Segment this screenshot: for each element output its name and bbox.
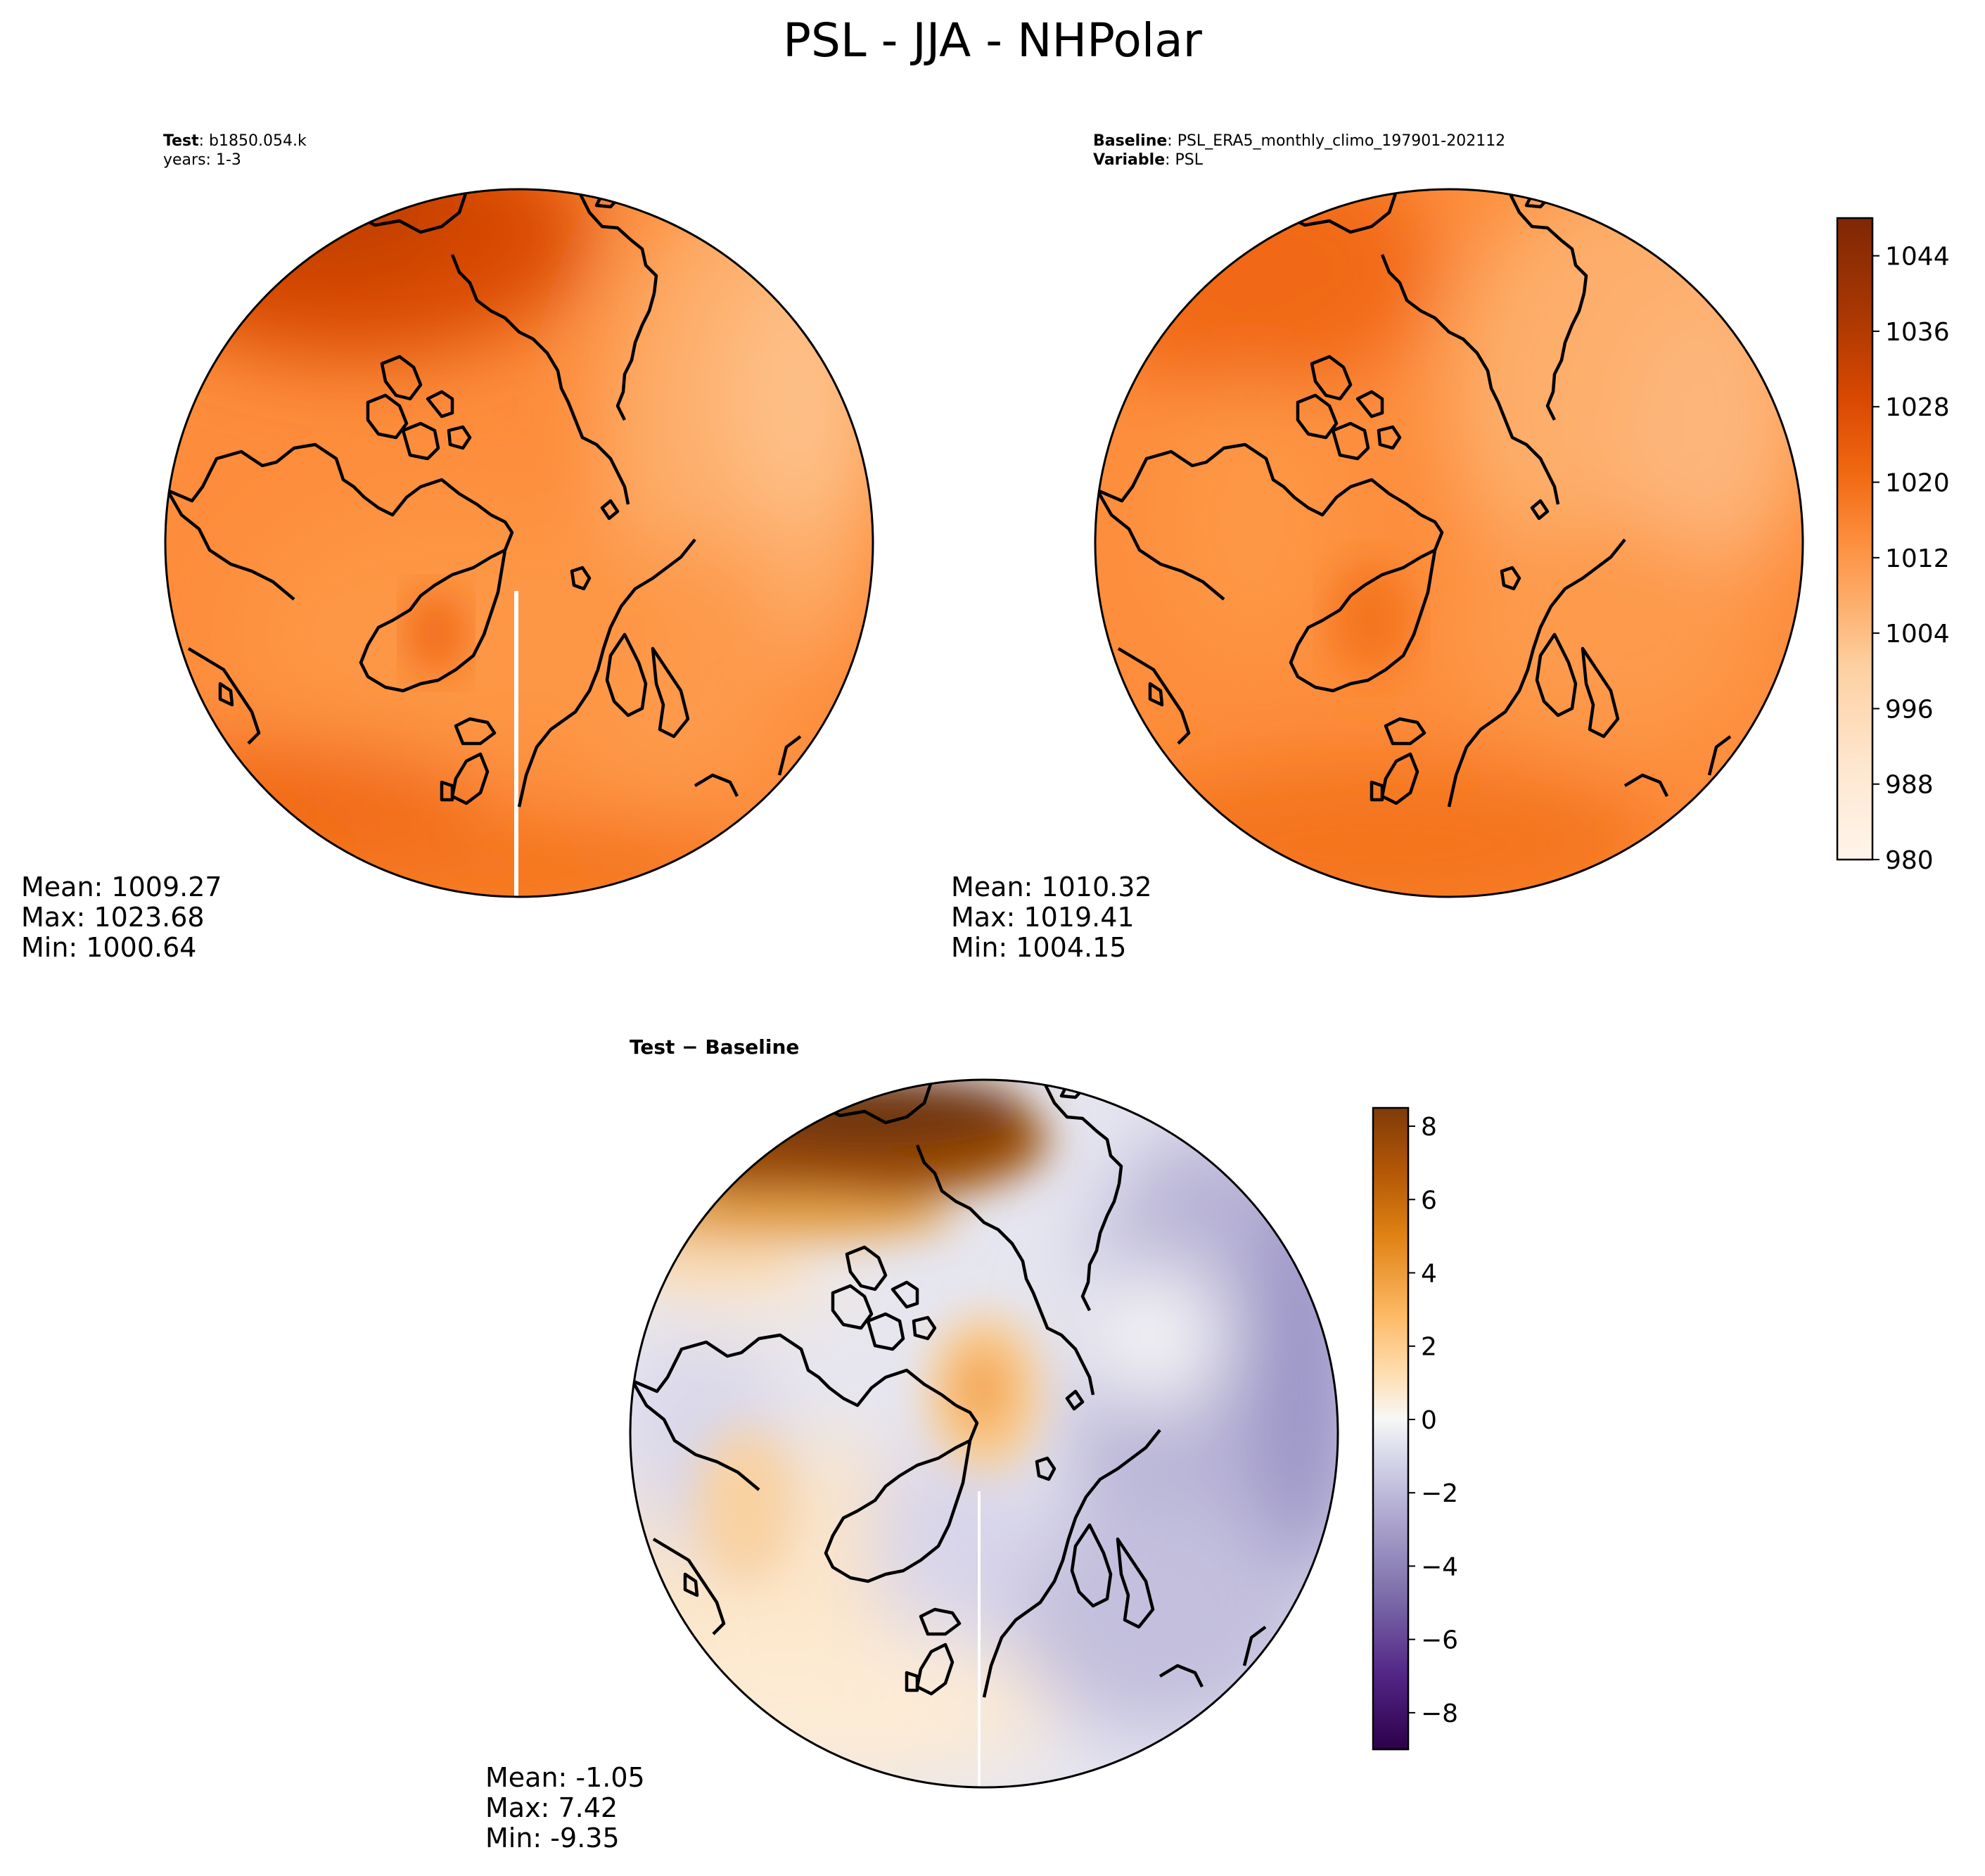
diff-min-stat: Min: -9.35: [485, 1823, 620, 1853]
figure-title: PSL - JJA - NHPolar: [783, 13, 1203, 68]
baseline-map-border: [1094, 188, 1804, 898]
diff-colorbar-tick-label: 0: [1421, 1406, 1437, 1435]
baseline-header-text: : PSL_ERA5_monthly_climo_197901-202112: [1167, 132, 1505, 150]
test-panel-subheader: years: 1-3: [163, 151, 241, 169]
psl-colorbar-fill: [1837, 218, 1872, 860]
psl-colorbar-tick-label: 1020: [1885, 469, 1950, 498]
diff-map-border: [629, 1078, 1339, 1789]
psl-colorbar-tick-label: 1044: [1885, 243, 1950, 272]
psl-colorbar-tick-label: 1028: [1885, 393, 1950, 422]
baseline-header-bold: Baseline: [1093, 132, 1167, 150]
diff-panel-header: Test − Baseline: [630, 1035, 799, 1059]
baseline-max-stat: Max: 1019.41: [951, 902, 1135, 933]
psl-colorbar-ticks: 1044 1036 1028 1020 1012 1004 996 988 980: [1872, 243, 1950, 875]
baseline-min-stat: Min: 1004.15: [951, 932, 1126, 963]
diff-colorbar: 8 6 4 2 0 −2 −4 −6 −8: [1372, 1106, 1458, 1751]
test-max-stat: Max: 1023.68: [21, 902, 205, 933]
psl-colorbar: 1044 1036 1028 1020 1012 1004 996 988 980: [1836, 217, 1950, 875]
diff-colorbar-fill: [1373, 1108, 1408, 1749]
test-map-border: [164, 188, 874, 898]
diff-max-stat: Max: 7.42: [485, 1792, 618, 1823]
baseline-subheader-bold: Variable: [1093, 151, 1165, 169]
test-min-stat: Min: 1000.64: [21, 932, 196, 963]
diff-colorbar-tick-label: −6: [1421, 1626, 1458, 1655]
baseline-mean-stat: Mean: 1010.32: [951, 872, 1152, 902]
diff-colorbar-tick-label: 8: [1421, 1113, 1437, 1142]
diff-colorbar-tick-label: 6: [1421, 1186, 1437, 1215]
psl-colorbar-tick-label: 1012: [1885, 544, 1950, 573]
psl-colorbar-tick-label: 980: [1885, 846, 1934, 875]
test-panel: Test: b1850.054.k years: 1-3 Mean: 1009.: [21, 132, 874, 963]
baseline-panel-header: Baseline: PSL_ERA5_monthly_climo_197901-…: [1093, 132, 1505, 150]
test-mean-stat: Mean: 1009.27: [21, 872, 222, 902]
test-map: [165, 189, 873, 897]
diff-colorbar-ticks: 8 6 4 2 0 −2 −4 −6 −8: [1408, 1113, 1458, 1728]
test-header-text: : b1850.054.k: [199, 132, 307, 150]
baseline-subheader-text: : PSL: [1165, 151, 1204, 169]
baseline-map: [1095, 189, 1803, 897]
psl-colorbar-tick-label: 1004: [1885, 620, 1950, 649]
diff-mean-stat: Mean: -1.05: [485, 1762, 645, 1793]
diff-colorbar-tick-label: −8: [1421, 1699, 1458, 1728]
diff-colorbar-tick-label: 2: [1421, 1333, 1437, 1362]
baseline-panel: Baseline: PSL_ERA5_monthly_climo_197901-…: [951, 132, 1804, 963]
diff-colorbar-tick-label: −2: [1421, 1479, 1458, 1508]
test-header-bold: Test: [163, 132, 199, 150]
psl-colorbar-tick-label: 988: [1885, 771, 1934, 800]
diff-colorbar-frame: [1372, 1106, 1410, 1751]
psl-colorbar-tick-label: 1036: [1885, 318, 1950, 347]
diff-panel: Test − Baseline: [485, 1035, 1339, 1853]
test-panel-header: Test: b1850.054.k: [163, 132, 307, 150]
psl-colorbar-tick-label: 996: [1885, 695, 1934, 724]
psl-colorbar-frame: [1836, 217, 1874, 861]
baseline-panel-subheader: Variable: PSL: [1093, 151, 1204, 169]
diff-colorbar-tick-label: −4: [1421, 1552, 1458, 1581]
diff-colorbar-tick-label: 4: [1421, 1260, 1437, 1289]
